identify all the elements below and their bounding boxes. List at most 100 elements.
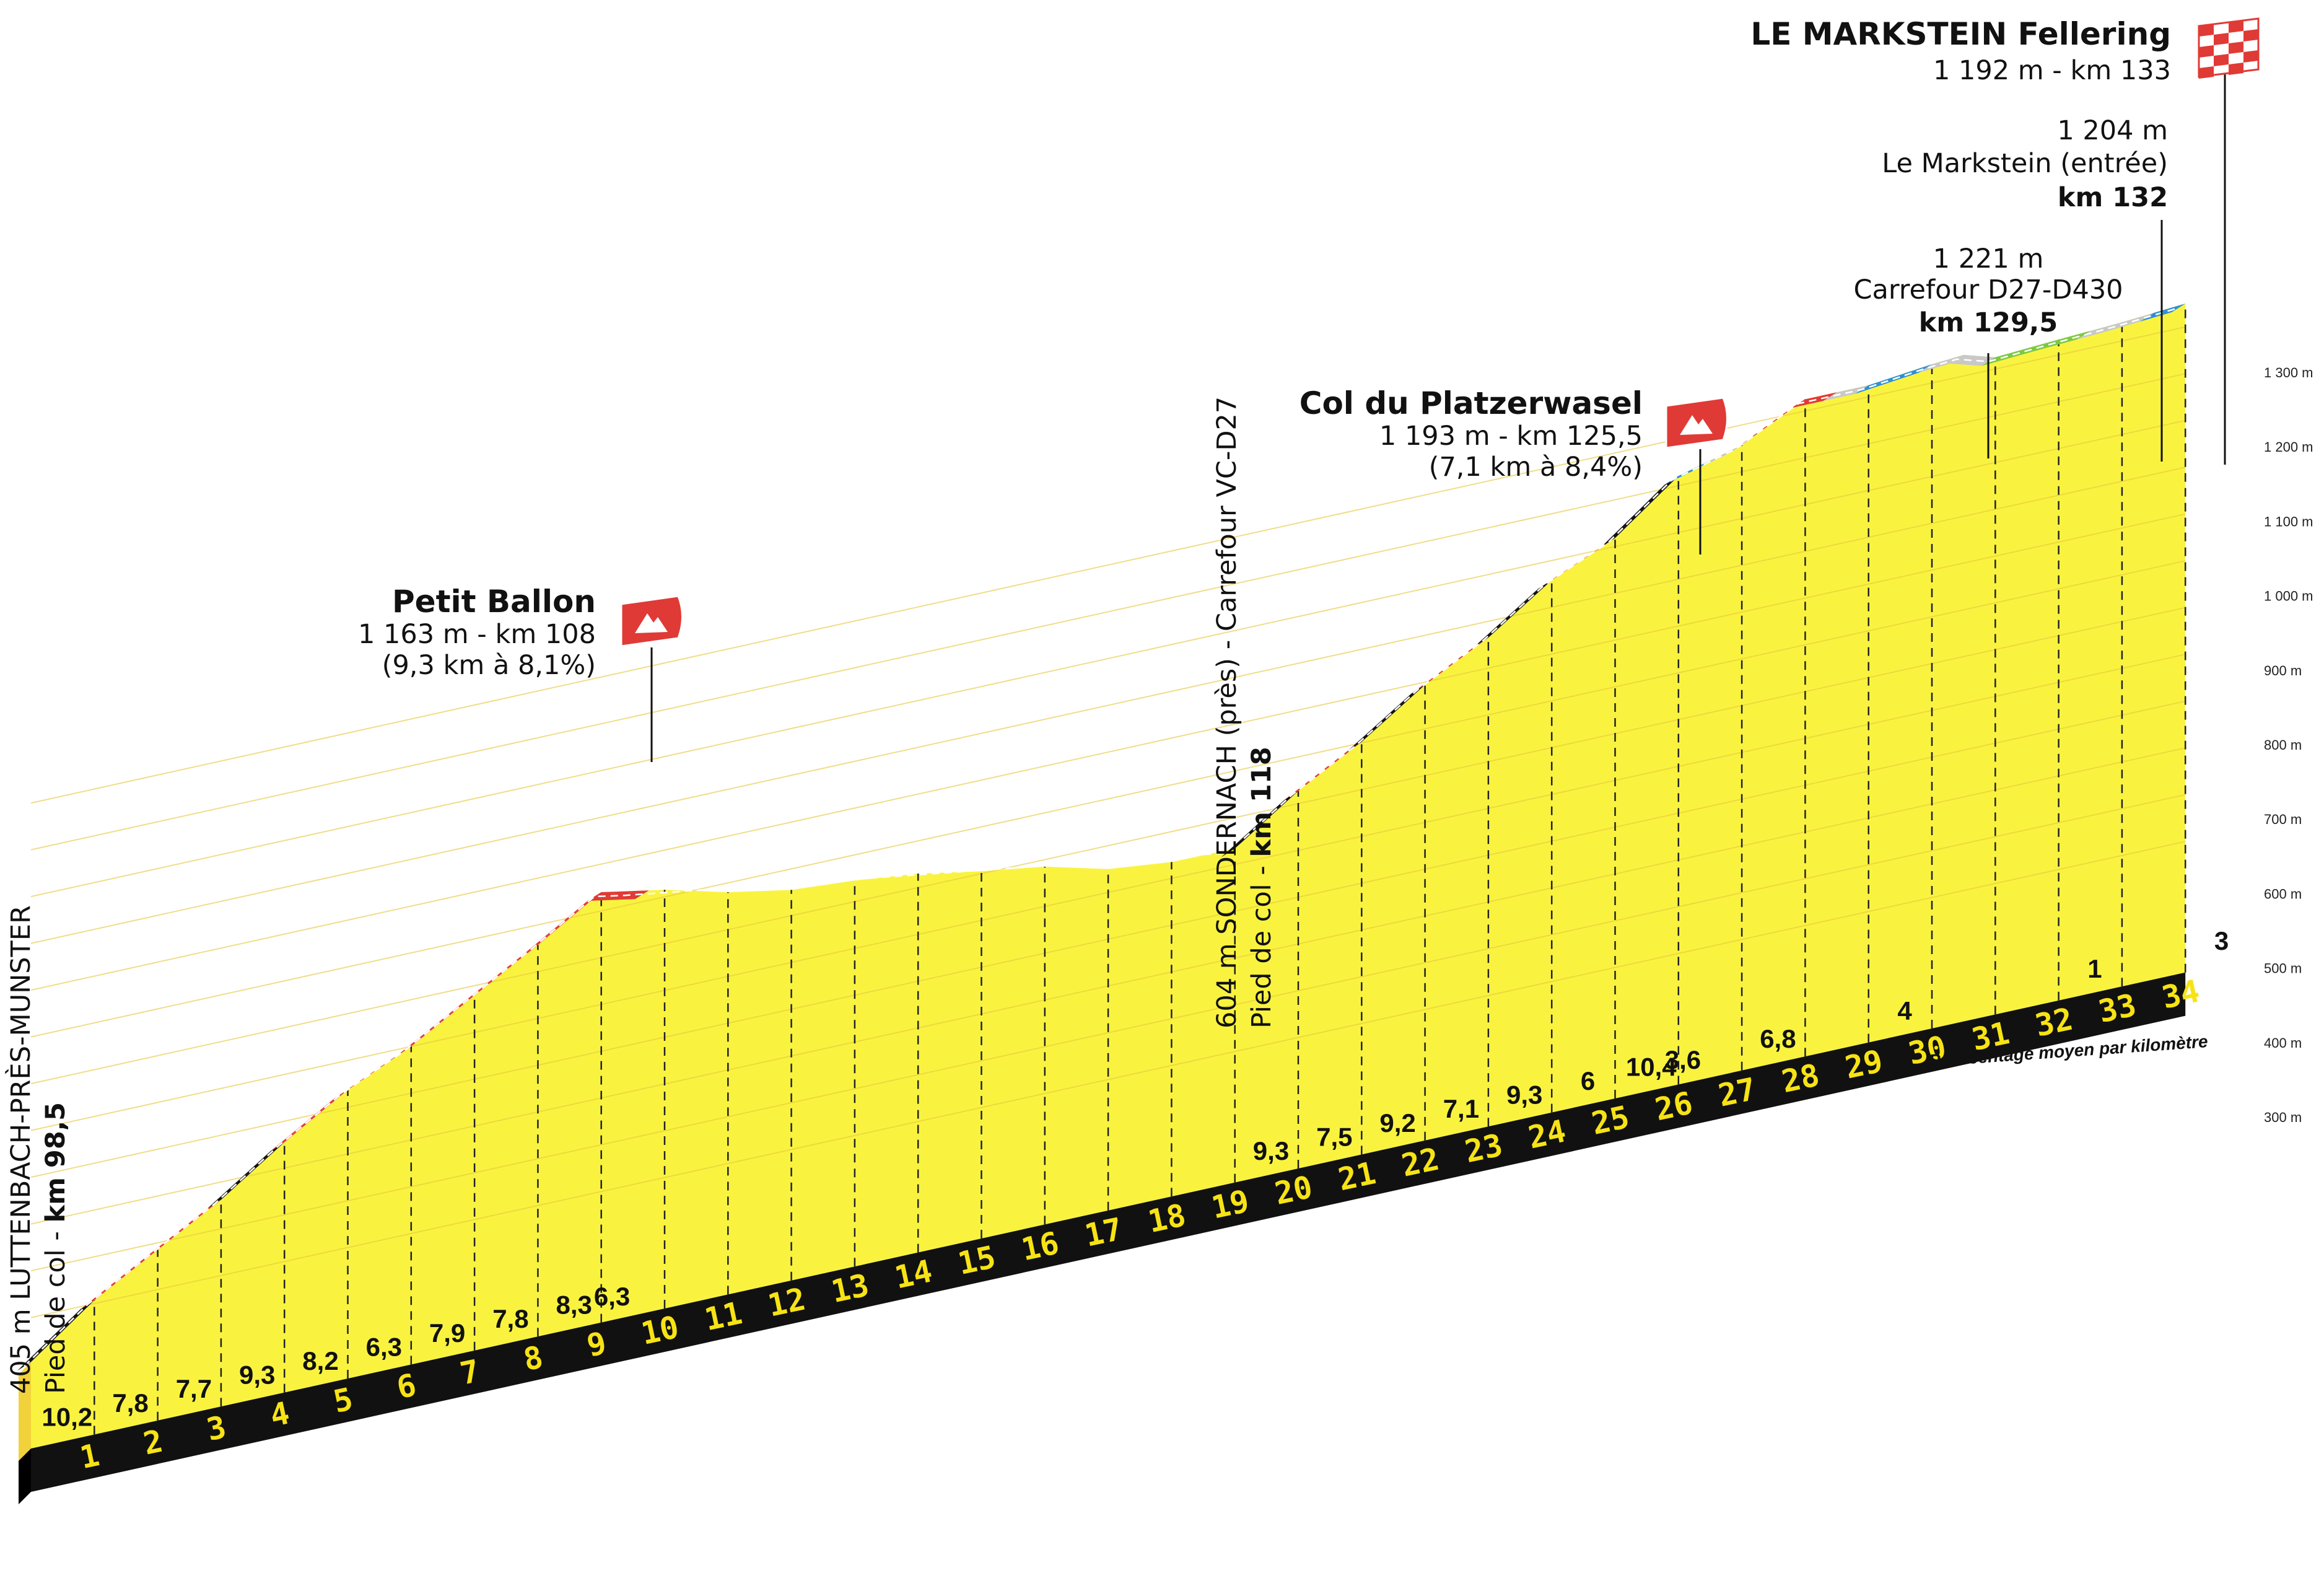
km-marker: 15 [954,1239,998,1282]
km-marker: 10 [638,1309,682,1352]
road-segment [33,1331,63,1356]
km-marker: 13 [828,1267,872,1310]
elevation-guide [30,794,2186,1272]
gradient-label: 10,4 [1626,1052,1677,1081]
annotation-platzerwasel: Col du Platzerwasel 1 193 m - km 125,5 (… [1300,385,1728,554]
road-segment [2092,322,2122,336]
elevation-guide [30,607,2186,1085]
gradient-label: 9,3 [1253,1136,1289,1165]
road-segment [2045,335,2075,348]
gradient-label: 9,3 [239,1361,275,1390]
road-ridge [17,303,2186,1371]
gradient-label: 7,9 [429,1318,465,1348]
km-marker: 14 [891,1253,935,1295]
elevation-axis: 300 m 400 m 500 m 600 m 700 m 800 m 900 m 1 000… [2264,365,2313,1125]
km-marker: 33 [2095,987,2139,1030]
km-marker: 21 [1335,1155,1379,1198]
annotation-start: 405 m LUTTENBACH-PRÈS-MUNSTER Pied de co… [5,905,71,1394]
gradient-label: 6,3 [594,1282,630,1311]
axis-tick-label: 800 m [2264,737,2302,753]
annotation-petit-ballon: Petit Ballon 1 163 m - km 108 (9,3 km à … [358,584,683,762]
elevation-guide [30,841,2186,1318]
km-marker: 24 [1525,1113,1569,1155]
carrefour-place: Carrefour D27-D430 [1853,274,2123,305]
km-marker: 26 [1652,1085,1696,1128]
start-climb-foot: Pied de col - km 98,5 [40,1102,71,1394]
axis-tick-label: 1 000 m [2264,589,2313,604]
gradient-label: 6,8 [1760,1024,1796,1053]
axis-tick-label: 500 m [2264,961,2302,976]
road-segment [1997,348,2027,362]
km-marker: 17 [1081,1211,1125,1254]
gradient-label: 3,6 [1665,1045,1701,1074]
km-marker: 27 [1715,1071,1759,1114]
road-segment [2076,327,2107,340]
flag-check [2199,66,2214,79]
road-segment [1221,834,1251,857]
flag-check [2243,50,2258,63]
kilometre-dividers [94,303,2186,1435]
mountain-icon [1680,415,1713,435]
km-marker: 11 [701,1295,745,1338]
carrefour-km: km 129,5 [1919,307,2058,338]
elevation-guide [30,513,2186,991]
road-segment [2029,339,2059,353]
flag-check [2229,42,2243,54]
km-markers: 1 2 3 4 5 6 7 8 9 10 11 12 13 14 15 16 17 18 19 20 21 22 23 24 2… [77,973,2203,1476]
road-segment [1601,522,1632,547]
sondernach-climb-foot: Pied de col - km 118 [1246,747,1277,1028]
petit-ballon-stats: (9,3 km à 8,1%) [382,650,596,681]
elevation-guide [30,560,2186,1038]
gradient-label: 7,7 [176,1374,212,1403]
gradient-label: 9,3 [1506,1080,1542,1110]
km-marker: 18 [1145,1197,1189,1240]
gradient-label: 8,2 [302,1346,338,1375]
gradient-label: 4 [1897,996,1912,1025]
gradient-label: 7,8 [112,1388,148,1418]
annotation-finish: LE MARKSTEIN Fellering 1 192 m - km 133 [1750,16,2260,465]
gradient-label: 6,3 [366,1332,402,1361]
km-marker: 25 [1588,1099,1632,1142]
axis-tick-label: 700 m [2264,812,2302,827]
axis-tick-label: 400 m [2264,1035,2302,1051]
gradient-label: 1 [2087,954,2102,983]
finish-name: LE MARKSTEIN Fellering [1750,16,2171,52]
axis-tick-label: 1 200 m [2264,439,2313,455]
elevation-guide [30,326,2186,804]
gradient-label: 10,2 [42,1402,92,1431]
start-place: 405 m LUTTENBACH-PRÈS-MUNSTER [5,905,37,1394]
base-band [19,972,2186,1504]
km-marker: 30 [1905,1029,1949,1072]
flag-check [2214,33,2229,46]
sondernach-place: 604 m SONDERNACH (près) - Carrefour VC-D… [1212,397,1243,1028]
base-strip-side [19,1449,31,1504]
platzerwasel-stats: (7,1 km à 8,4%) [1429,452,1643,483]
km-marker: 32 [2032,1001,2076,1044]
road-segment [619,890,649,900]
km-marker: 28 [1778,1057,1822,1100]
annotation-carrefour: 1 221 m Carrefour D27-D430 km 129,5 [1853,243,2123,458]
axis-tick-label: 1 300 m [2264,365,2313,380]
km-marker: 19 [1208,1183,1252,1225]
road-segment [1617,507,1647,532]
markstein-entree-km: km 132 [2058,182,2168,213]
flag-check [2229,20,2243,33]
flag-check [2199,45,2214,58]
flag-check [2243,29,2258,42]
elevation-guide [30,467,2186,944]
mountain-icon [635,613,668,633]
profile-side-faces [19,1362,31,1461]
road-segment [17,1346,47,1371]
km-marker: 22 [1399,1141,1443,1184]
gradient-label: 3 [2214,926,2229,955]
annotation-markstein-entree: 1 204 m Le Markstein (entrée) km 132 [1882,115,2168,462]
road-segment [1934,354,1964,369]
profile-left-face [19,1362,31,1461]
checkered-flag-icon [2198,17,2260,79]
gradient-label: 6 [1581,1066,1595,1095]
road-segment [603,891,633,901]
finish-altitude: 1 192 m - km 133 [1933,55,2171,86]
markstein-entree-altitude: 1 204 m [2057,115,2168,146]
markstein-entree-place: Le Markstein (entrée) [1882,148,2168,179]
